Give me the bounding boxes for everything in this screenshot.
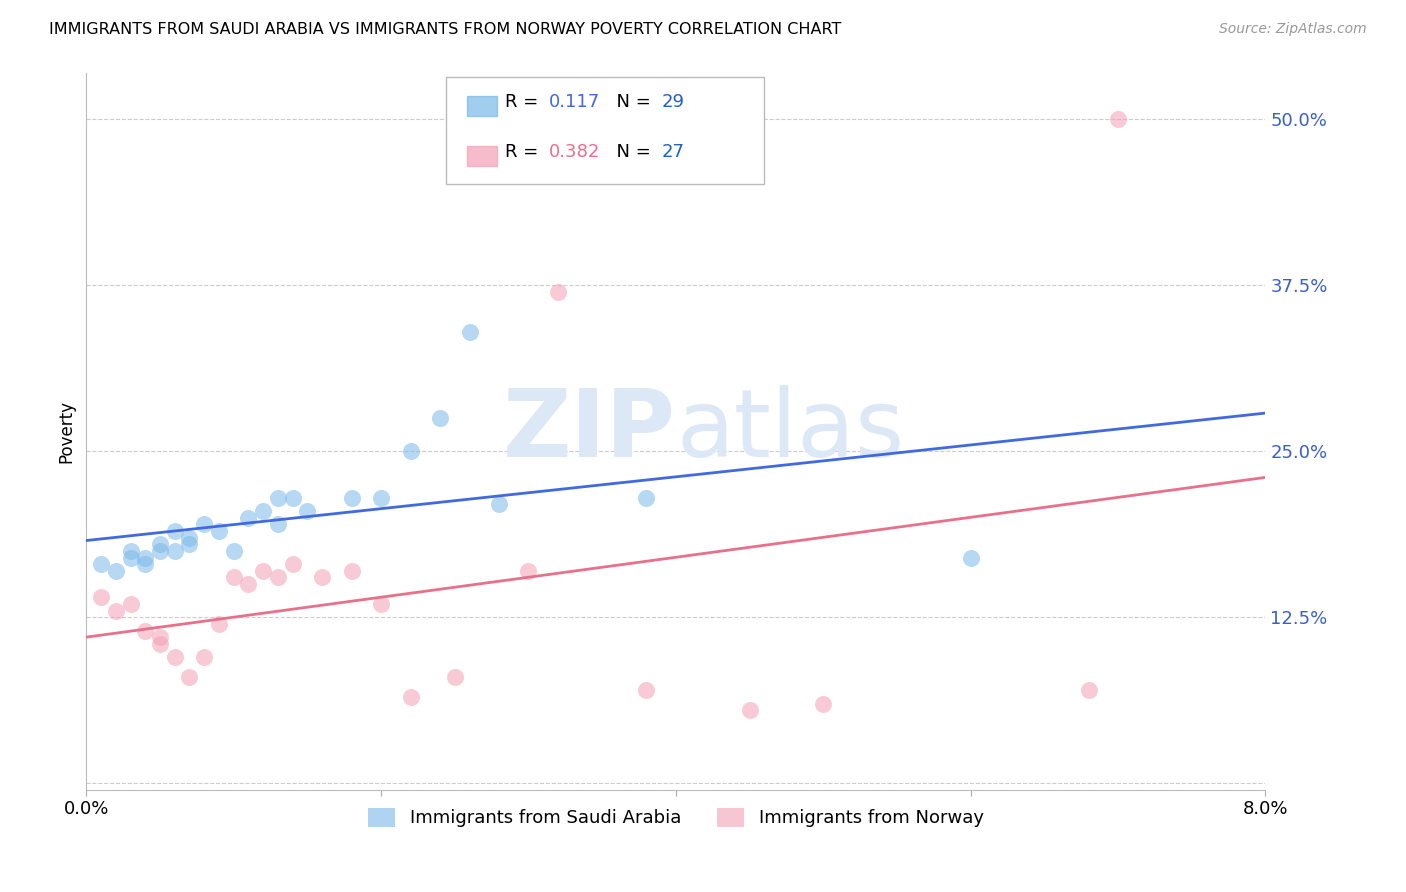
Text: 0.382: 0.382 xyxy=(548,143,600,161)
Point xyxy=(959,550,981,565)
Text: R =: R = xyxy=(505,143,544,161)
Point xyxy=(517,564,540,578)
Point xyxy=(238,577,260,591)
Point xyxy=(281,491,304,505)
Point xyxy=(163,524,186,538)
Point xyxy=(636,491,658,505)
Point xyxy=(134,550,156,565)
Text: ZIP: ZIP xyxy=(503,385,676,477)
Point xyxy=(163,544,186,558)
Text: N =: N = xyxy=(605,93,657,111)
Point xyxy=(370,491,392,505)
Point xyxy=(208,617,231,632)
Point xyxy=(281,558,304,572)
Point xyxy=(149,544,172,558)
Point xyxy=(429,411,451,425)
Point xyxy=(267,517,290,532)
Point xyxy=(104,604,127,618)
Point xyxy=(104,564,127,578)
Point xyxy=(120,550,142,565)
Point xyxy=(1107,112,1129,127)
Text: IMMIGRANTS FROM SAUDI ARABIA VS IMMIGRANTS FROM NORWAY POVERTY CORRELATION CHART: IMMIGRANTS FROM SAUDI ARABIA VS IMMIGRAN… xyxy=(49,22,842,37)
Text: N =: N = xyxy=(605,143,657,161)
Text: 29: 29 xyxy=(662,93,685,111)
Point xyxy=(179,670,201,684)
Point xyxy=(134,624,156,638)
Legend: Immigrants from Saudi Arabia, Immigrants from Norway: Immigrants from Saudi Arabia, Immigrants… xyxy=(361,801,991,835)
Point xyxy=(488,498,510,512)
FancyBboxPatch shape xyxy=(467,146,496,166)
Point xyxy=(340,564,363,578)
Point xyxy=(267,491,290,505)
Point xyxy=(149,630,172,644)
Point xyxy=(443,670,465,684)
Point xyxy=(813,697,835,711)
Point xyxy=(193,650,215,665)
Point xyxy=(297,504,319,518)
Text: Source: ZipAtlas.com: Source: ZipAtlas.com xyxy=(1219,22,1367,37)
Y-axis label: Poverty: Poverty xyxy=(58,400,75,463)
Point xyxy=(149,537,172,551)
Point xyxy=(193,517,215,532)
Text: 0.117: 0.117 xyxy=(548,93,600,111)
Point xyxy=(149,637,172,651)
Text: 27: 27 xyxy=(662,143,685,161)
Point xyxy=(163,650,186,665)
Text: atlas: atlas xyxy=(676,385,904,477)
Point xyxy=(222,544,245,558)
Point xyxy=(222,570,245,584)
Point xyxy=(179,531,201,545)
Point xyxy=(370,597,392,611)
Point xyxy=(458,325,481,339)
Point xyxy=(90,591,112,605)
Point xyxy=(208,524,231,538)
Point xyxy=(120,597,142,611)
Point xyxy=(399,444,422,458)
FancyBboxPatch shape xyxy=(467,96,496,116)
Point xyxy=(311,570,333,584)
Point xyxy=(179,537,201,551)
Point xyxy=(120,544,142,558)
Text: R =: R = xyxy=(505,93,544,111)
Point xyxy=(252,504,274,518)
Point xyxy=(738,703,761,717)
Point xyxy=(90,558,112,572)
Point xyxy=(547,285,569,299)
Point xyxy=(340,491,363,505)
Point xyxy=(252,564,274,578)
Point xyxy=(1077,683,1099,698)
FancyBboxPatch shape xyxy=(446,77,765,184)
Point xyxy=(636,683,658,698)
Point xyxy=(399,690,422,704)
Point xyxy=(267,570,290,584)
Point xyxy=(134,558,156,572)
Point xyxy=(238,510,260,524)
